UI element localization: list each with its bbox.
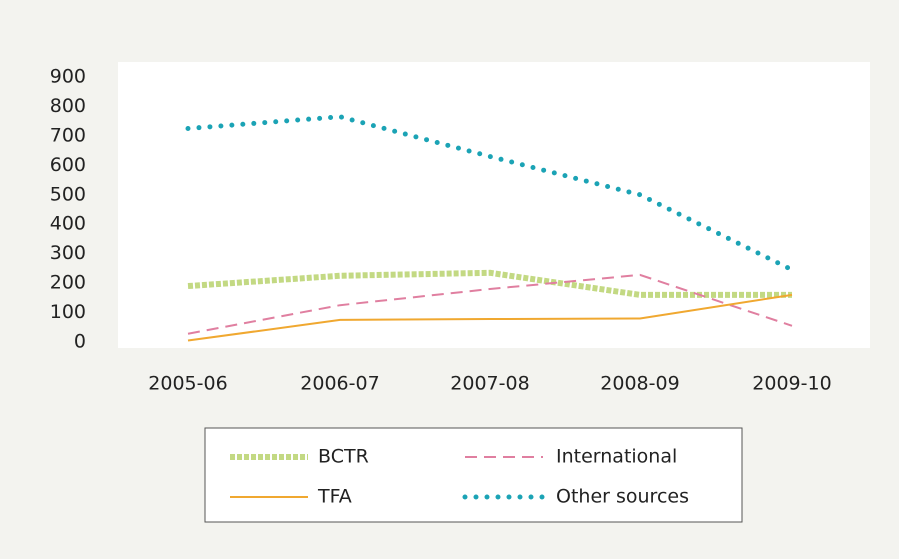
y-tick-label: 600	[50, 154, 86, 176]
x-tick-label: 2008-09	[600, 373, 679, 395]
y-tick-label: 300	[50, 242, 86, 264]
series-line	[187, 269, 792, 298]
plot-area	[118, 62, 870, 348]
legend-label: TFA	[317, 486, 352, 508]
legend	[204, 427, 743, 523]
y-tick-label: 0	[74, 331, 86, 353]
series-line	[185, 114, 795, 273]
y-tick-label: 700	[50, 124, 86, 146]
series-line	[187, 293, 793, 342]
y-tick-label: 900	[50, 66, 86, 88]
y-tick-label: 400	[50, 213, 86, 235]
y-tick-label: 800	[50, 95, 86, 117]
legend-label: Other sources	[556, 486, 689, 508]
x-tick-label: 2009-10	[752, 373, 831, 395]
series-line	[187, 273, 793, 335]
x-tick-label: 2005-06	[148, 373, 227, 395]
y-tick-label: 100	[50, 301, 86, 323]
x-tick-label: 2007-08	[450, 373, 529, 395]
legend-label: International	[556, 446, 677, 468]
x-tick-label: 2006-07	[300, 373, 379, 395]
legend-label: BCTR	[318, 446, 369, 468]
y-tick-label: 500	[50, 183, 86, 205]
y-tick-label: 200	[50, 272, 86, 294]
